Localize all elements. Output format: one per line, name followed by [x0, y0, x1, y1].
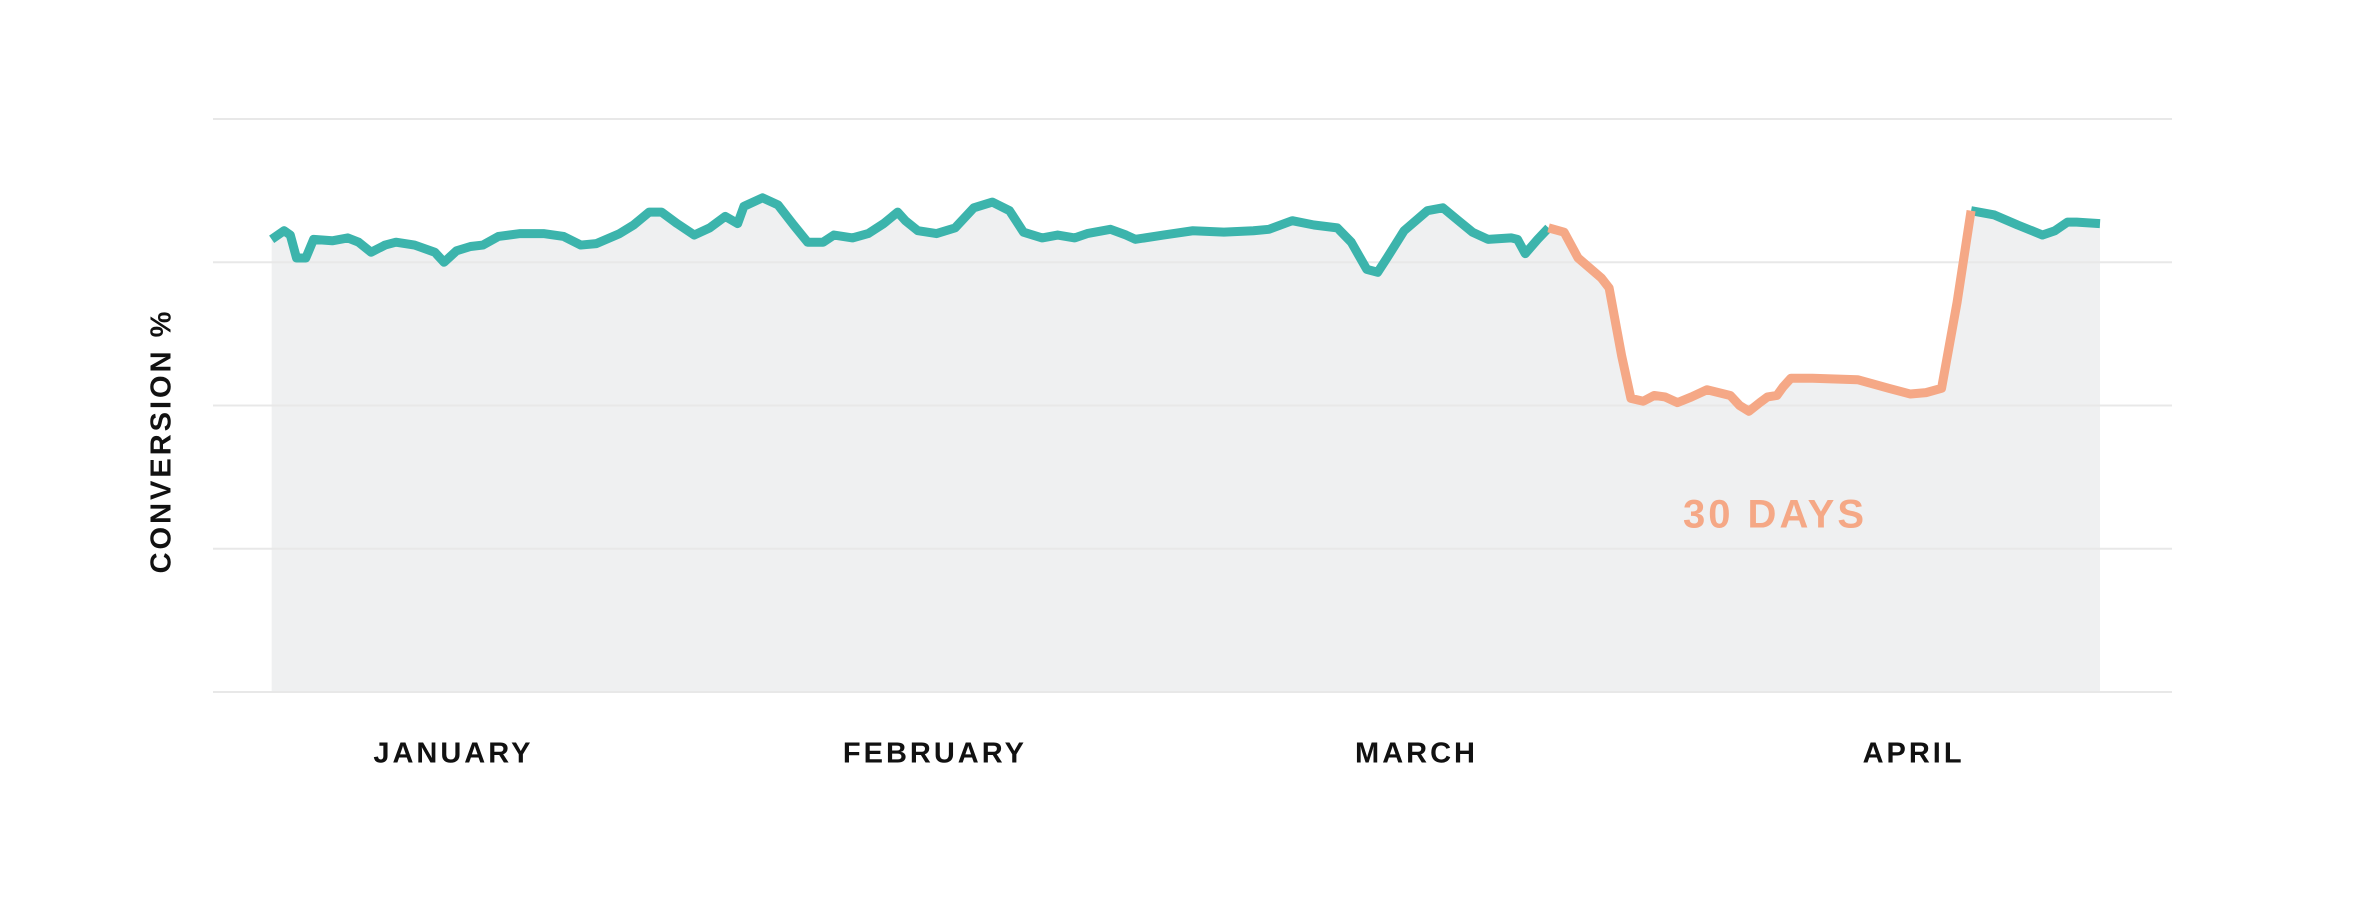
x-tick-label: JANUARY — [373, 738, 533, 770]
x-tick-label: MARCH — [1355, 738, 1478, 770]
x-tick-label: APRIL — [1863, 738, 1965, 770]
grid-layer — [213, 118, 2172, 693]
line-series — [1970, 206, 2101, 240]
annotation: 30 DAYS — [1683, 493, 1867, 537]
line-layer — [269, 193, 2101, 416]
y-axis-label: CONVERSION % — [146, 309, 178, 574]
line-series — [1547, 210, 1976, 416]
line-series — [269, 193, 1552, 277]
area-fill — [271, 197, 2100, 692]
x-tick-label: FEBRUARY — [843, 738, 1027, 770]
area-layer — [271, 197, 2100, 692]
